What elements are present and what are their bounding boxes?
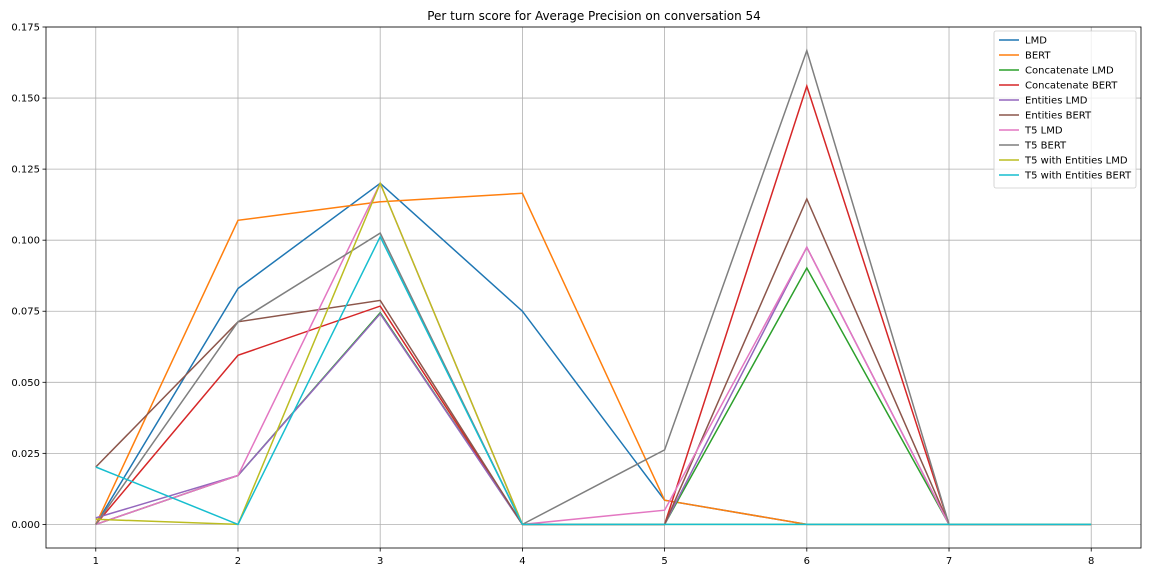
x-tick-label: 2 <box>235 556 241 567</box>
x-axis-ticks: 1 2 3 4 5 6 7 8 <box>93 548 1094 567</box>
y-tick-label: 0.000 <box>11 520 40 531</box>
y-tick-label: 0.025 <box>11 449 40 460</box>
y-tick-label: 0.175 <box>11 23 40 34</box>
y-axis-ticks: 0.000 0.025 0.050 0.075 0.100 0.125 0.150 0.175 <box>11 23 46 531</box>
x-tick-label: 6 <box>804 556 810 567</box>
plot-frame <box>45 26 1142 549</box>
series-line-t5-with-entities-bert <box>95 235 1092 526</box>
x-tick-label: 4 <box>519 556 525 567</box>
series-line-t5-lmd <box>95 181 1092 526</box>
legend-label: Entities LMD <box>1025 96 1088 107</box>
x-tick-label: 8 <box>1088 556 1094 567</box>
legend-label: LMD <box>1025 36 1047 47</box>
y-tick-label: 0.125 <box>11 165 40 176</box>
legend-label: T5 with Entities LMD <box>1024 156 1128 167</box>
y-tick-label: 0.075 <box>11 307 40 318</box>
legend-label: BERT <box>1025 51 1051 62</box>
legend-label: T5 with Entities BERT <box>1024 171 1132 182</box>
y-tick-label: 0.050 <box>11 378 40 389</box>
legend-label: Entities BERT <box>1025 111 1092 122</box>
x-tick-label: 1 <box>93 556 99 567</box>
legend-label: T5 LMD <box>1024 126 1063 137</box>
chart-title: Per turn score for Average Precision on … <box>427 9 761 23</box>
y-tick-label: 0.100 <box>11 236 40 247</box>
legend: LMD BERT Concatenate LMD Concatenate BERT En… <box>993 30 1137 189</box>
data-series <box>95 48 1092 526</box>
x-tick-label: 3 <box>377 556 383 567</box>
legend-label: T5 BERT <box>1024 141 1067 152</box>
x-tick-label: 7 <box>946 556 952 567</box>
legend-label: Concatenate BERT <box>1025 81 1118 92</box>
x-tick-label: 5 <box>661 556 667 567</box>
y-tick-label: 0.150 <box>11 94 40 105</box>
legend-box <box>993 30 1137 189</box>
grid-lines <box>46 26 1141 548</box>
legend-label: Concatenate LMD <box>1025 66 1114 77</box>
series-line-t5-bert <box>95 48 1092 526</box>
